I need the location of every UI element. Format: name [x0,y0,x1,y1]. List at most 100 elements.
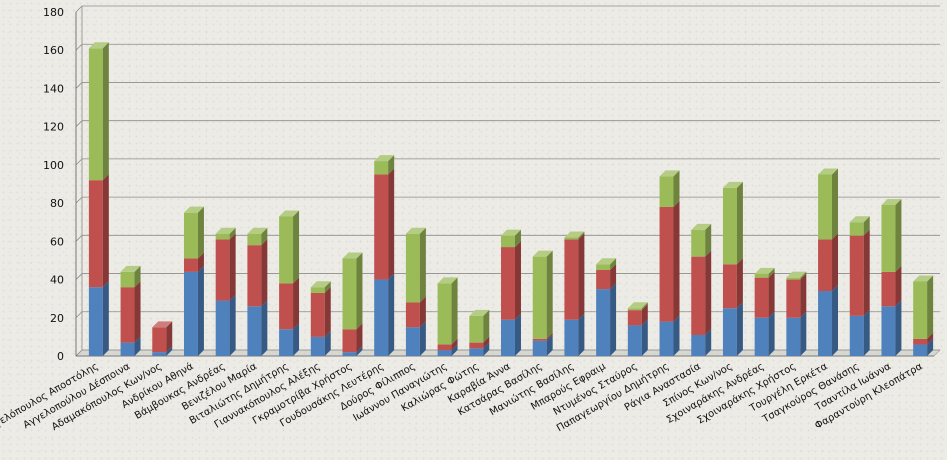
bar-front [722,187,737,265]
bar-side [134,336,141,356]
bar-side [736,302,743,356]
y-tick-label: 160 [43,44,64,57]
bar-front [659,321,674,356]
y-tick-label: 0 [57,350,64,363]
bar-front [437,350,452,356]
bar-front [374,279,389,356]
bar-top [627,302,648,309]
bar-front [881,205,896,272]
bar-segment [437,277,458,345]
bar-side [705,250,712,335]
bar-side [800,311,807,356]
bar-top [469,309,490,316]
bar-segment [786,271,807,280]
bar-side [768,311,775,356]
bar-segment [120,281,141,343]
bar-side [514,241,521,320]
bar-front [849,222,864,236]
y-tick-label: 120 [43,121,64,134]
bar-side [641,302,648,311]
bar-side [293,277,300,330]
bar-front [627,325,642,356]
bar-top [374,155,395,162]
bar-top [120,265,141,272]
bar-segment [279,277,300,330]
bar-segment [120,265,141,288]
bar-front [564,319,579,356]
bar-front [120,287,135,343]
bar-front [247,306,262,356]
bar-front [88,48,103,181]
bar-front [279,329,294,356]
bar-segment [881,199,902,272]
bar-side [483,342,490,356]
bar-side [578,313,585,356]
bar-segment [405,296,426,328]
bar-segment [437,344,458,356]
bar-side [451,338,458,351]
bar-side [895,199,902,272]
bar-front [818,239,833,292]
bar-top [564,231,585,238]
gridline [75,311,940,319]
bar-top [405,227,426,234]
bar-segment [881,265,902,307]
bar-side [832,285,839,356]
bar-side [261,239,268,307]
bar-segment [659,200,680,322]
bar-segment [247,239,268,307]
bar-segment [469,336,490,349]
bar-side [102,42,109,181]
bar-front [532,338,547,341]
bar-segment [120,336,141,356]
bar-segment [374,168,395,280]
bar-segment [913,332,934,345]
bar-top [532,250,553,257]
bar-top [88,42,109,49]
bar-side [229,233,236,301]
bar-segment [722,302,743,356]
bar-segment [659,315,680,356]
bar-segment [722,258,743,309]
bar-front [88,180,103,288]
bar-segment [564,231,585,240]
gridline [75,82,940,89]
bar-segment [754,271,775,318]
bar-segment [691,223,712,257]
bar-segment [596,264,617,290]
bar-side [388,155,395,175]
gridline [75,273,940,280]
bar-side [197,206,204,259]
bar-side [863,309,870,356]
bar-segment [469,342,490,356]
gridline [75,43,940,51]
bar-segment [247,227,268,246]
bar-segment [374,273,395,356]
bar-segment [215,233,236,301]
bar-front [596,270,611,290]
bar-side [800,273,807,318]
bar-front [310,292,325,337]
y-tick-label: 60 [50,235,64,248]
bar-side [293,210,300,284]
bar-front [183,212,198,259]
bar-side [641,304,648,326]
bar-segment [691,250,712,335]
bar-top [849,216,870,223]
bar-side [800,271,807,280]
y-tick-label: 140 [43,82,64,95]
bar-segment [342,323,363,353]
bar-side [705,328,712,356]
bar-front [215,300,230,356]
bar-front [310,287,325,293]
bar-side [927,275,934,339]
bar-segment [88,174,109,288]
bar-segment [247,300,268,356]
bar-side [419,296,426,328]
bar-segment [310,330,331,356]
bar-side [768,271,775,318]
bar-top [691,223,712,230]
bar-segment [564,233,585,320]
bar-front [183,258,198,272]
bar-top [215,227,236,234]
